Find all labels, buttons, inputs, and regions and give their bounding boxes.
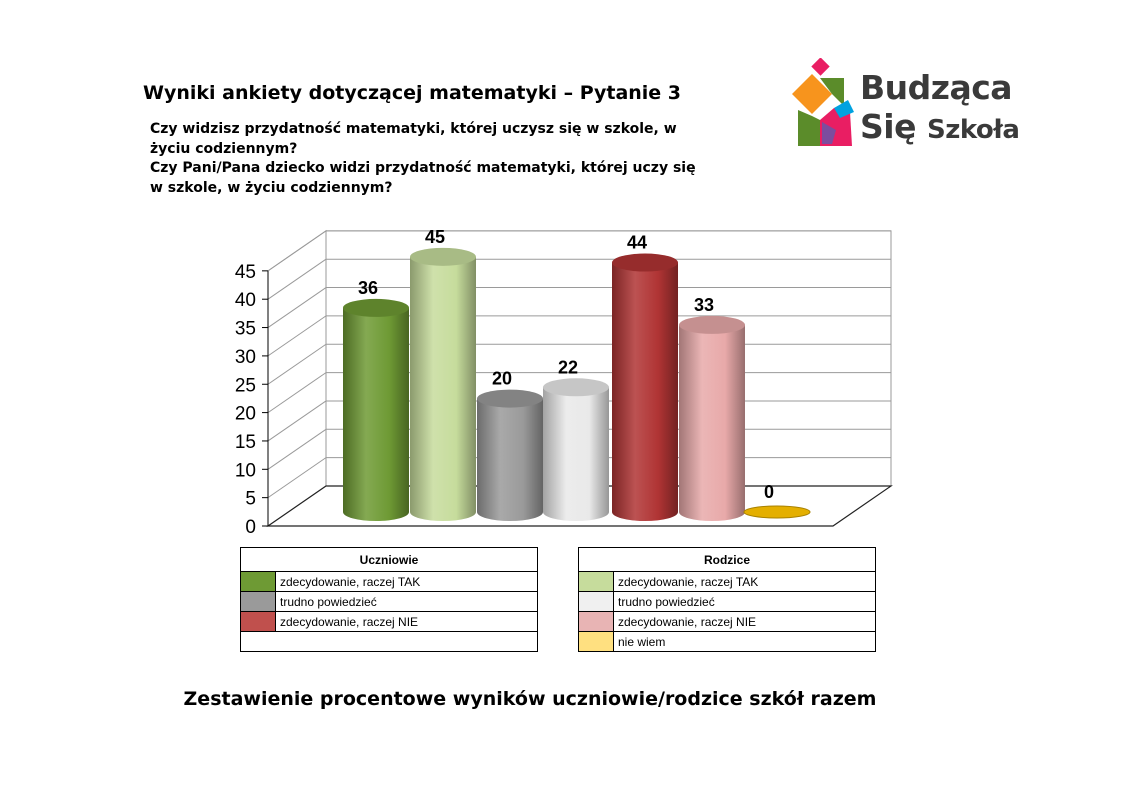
- bar-body: [343, 307, 409, 521]
- budzaca-sie-szkola-logo: Budząca Się Szkoła: [790, 57, 1040, 154]
- bar-body: [612, 262, 678, 521]
- legend-students-header: Uczniowie: [240, 547, 538, 572]
- gridline: [267, 287, 327, 328]
- legend-swatch: [240, 611, 276, 632]
- bar-top: [343, 298, 409, 317]
- legend-row: zdecydowanie, raczej NIE: [240, 611, 538, 632]
- page-title: Wyniki ankiety dotyczącej matematyki – P…: [143, 82, 682, 104]
- bar: [410, 247, 476, 521]
- logo-line2-a: Się: [860, 107, 916, 146]
- legend-swatch: [240, 571, 276, 592]
- data-label: 20: [492, 369, 512, 389]
- legend-label: zdecydowanie, raczej NIE: [613, 611, 876, 632]
- data-label: 22: [558, 357, 578, 377]
- legend-parents-header: Rodzice: [578, 547, 876, 572]
- data-label: 33: [694, 295, 714, 315]
- legend-row: zdecydowanie, raczej NIE: [578, 611, 876, 632]
- legend-row: zdecydowanie, raczej TAK: [578, 571, 876, 592]
- y-tick-label: 45: [235, 262, 256, 283]
- y-tick-label: 15: [235, 432, 256, 453]
- y-tick-label: 5: [245, 489, 256, 510]
- y-tick-label: 30: [235, 347, 256, 368]
- gridline: [267, 428, 327, 470]
- legend-swatch: [240, 591, 276, 612]
- bar: [679, 315, 745, 521]
- logo-mark-icon: [792, 57, 854, 146]
- legend-swatch: [578, 611, 614, 632]
- legend-swatch: [578, 631, 614, 652]
- y-tick-label: 25: [235, 375, 256, 396]
- legend-empty-row: [240, 631, 538, 652]
- legend-students: Uczniowie zdecydowanie, raczej TAK trudn…: [240, 547, 538, 652]
- bar: [612, 253, 678, 521]
- legend-label: trudno powiedzieć: [613, 591, 876, 612]
- gridline: [267, 258, 327, 300]
- chart-bars: [343, 247, 811, 521]
- gridline: [267, 372, 327, 414]
- legend-row: trudno powiedzieć: [578, 591, 876, 612]
- bar: [543, 378, 609, 521]
- gridline: [267, 230, 327, 272]
- legend-swatch: [578, 591, 614, 612]
- question-parents: Czy Pani/Pana dziecko widzi przydatność …: [150, 160, 696, 196]
- bar-top: [679, 315, 745, 334]
- legend-row: zdecydowanie, raczej TAK: [240, 571, 538, 592]
- bar-body: [477, 398, 543, 521]
- data-label: 44: [627, 233, 647, 253]
- data-label: 0: [764, 482, 774, 502]
- y-tick-label: 10: [235, 460, 256, 481]
- legend-label: zdecydowanie, raczej NIE: [275, 611, 538, 632]
- bar: [477, 389, 543, 521]
- legend-parents: Rodzice zdecydowanie, raczej TAK trudno …: [578, 547, 876, 652]
- logo-line2-b: Szkoła: [926, 115, 1020, 145]
- y-tick-label: 0: [245, 517, 256, 538]
- bar-body: [410, 256, 476, 521]
- legend-row: nie wiem: [578, 631, 876, 652]
- bar-body: [543, 387, 609, 521]
- bar-top: [612, 253, 678, 272]
- bar: [343, 298, 409, 521]
- legend-row: [240, 631, 538, 652]
- gridline: [267, 315, 327, 357]
- gridline: [267, 457, 327, 499]
- bar-top: [410, 247, 476, 266]
- bar-top: [477, 389, 543, 408]
- legend-label: zdecydowanie, raczej TAK: [275, 571, 538, 592]
- bar: [743, 505, 811, 519]
- legend-row: trudno powiedzieć: [240, 591, 538, 612]
- gridline: [267, 400, 327, 442]
- bar-top: [743, 505, 811, 519]
- question-students: Czy widzisz przydatność matematyki, któr…: [150, 121, 677, 157]
- logo-line1: Budząca: [860, 68, 1013, 107]
- bar-body: [679, 324, 745, 521]
- y-axis-ticks: 0 5 10 15 20 25 30 35 40 45: [235, 262, 269, 538]
- data-label: 45: [425, 227, 445, 247]
- y-tick-label: 35: [235, 319, 256, 340]
- data-label: 36: [358, 278, 378, 298]
- legend-label: trudno powiedzieć: [275, 591, 538, 612]
- legend-swatch: [578, 571, 614, 592]
- legend-label: nie wiem: [613, 631, 876, 652]
- logo-line2: Się Szkoła: [860, 107, 1020, 146]
- y-tick-label: 20: [235, 404, 256, 425]
- y-tick-label: 40: [235, 290, 256, 311]
- gridline: [267, 343, 327, 385]
- data-labels: 36 45 20 22 44 33 0: [358, 227, 774, 502]
- bar-top: [543, 378, 609, 397]
- legend-label: zdecydowanie, raczej TAK: [613, 571, 876, 592]
- chart-caption: Zestawienie procentowe wyników uczniowie…: [183, 688, 877, 710]
